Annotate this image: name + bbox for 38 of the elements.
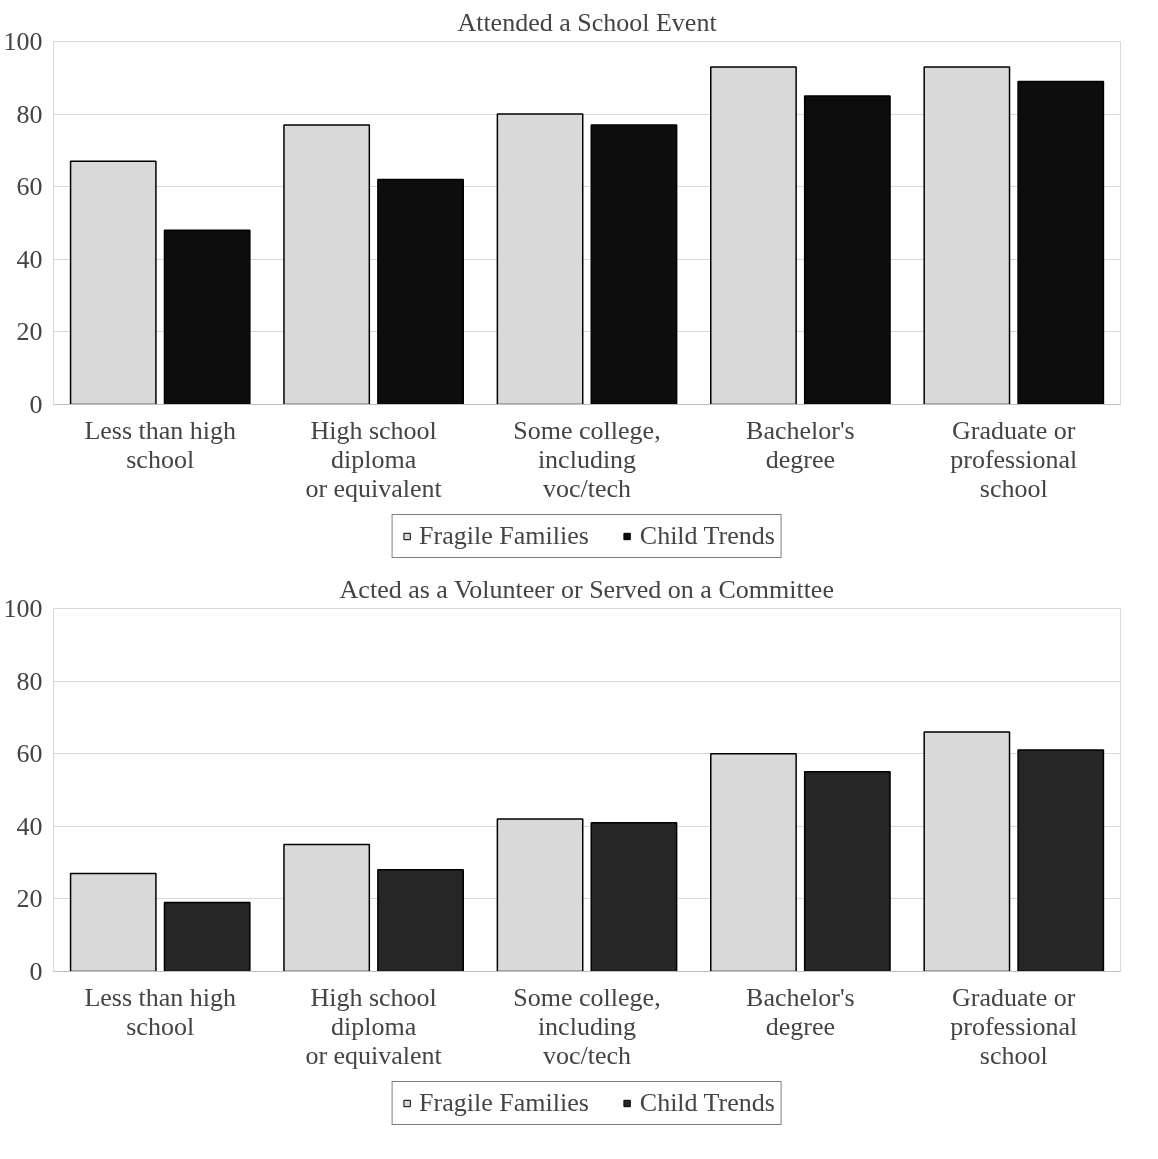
bar: [590, 124, 678, 405]
x-tick-label: Bachelor's degree: [746, 982, 855, 1041]
y-tick-label: 80: [16, 99, 43, 129]
legend-label: Fragile Families: [419, 1088, 589, 1118]
y-tick-label: 100: [3, 27, 43, 56]
x-tick-label: Graduate or professional school: [950, 415, 1078, 503]
y-tick-label: 0: [29, 390, 43, 419]
x-tick-label: Some college, including voc/tech: [513, 415, 661, 503]
bar: [163, 229, 251, 405]
y-tick-label: 80: [16, 666, 43, 696]
y-tick-label: 20: [16, 317, 43, 347]
x-tick-label: High school diploma or equivalent: [305, 415, 443, 503]
y-tick-label: 40: [16, 811, 43, 841]
bar: [590, 821, 678, 972]
bar: [1017, 80, 1105, 405]
legend-label: Child Trends: [639, 521, 775, 551]
y-tick-label: 20: [16, 884, 43, 914]
x-tick-label: High school diploma or equivalent: [305, 982, 443, 1070]
y-tick-label: 100: [3, 594, 43, 623]
legend-label: Child Trends: [639, 1088, 775, 1118]
bar: [803, 771, 891, 972]
x-tick-label: Bachelor's degree: [746, 415, 855, 474]
bar: [1017, 749, 1105, 972]
bar: [377, 178, 464, 405]
legend-label: Fragile Families: [419, 521, 589, 551]
x-tick-label: Graduate or professional school: [950, 982, 1078, 1070]
y-tick-label: 60: [16, 172, 43, 202]
chart-title: Acted as a Volunteer or Served on a Committee: [339, 574, 834, 604]
bar: [803, 95, 891, 405]
chart-title: Attended a School Event: [457, 7, 718, 37]
bar: [163, 901, 251, 972]
x-tick-label: Some college, including voc/tech: [513, 982, 661, 1070]
bar: [377, 869, 464, 972]
y-tick-label: 40: [16, 244, 43, 274]
x-tick-label: Less than high school: [84, 415, 237, 474]
x-tick-label: Less than high school: [84, 982, 237, 1041]
y-tick-label: 60: [16, 739, 43, 769]
y-tick-label: 0: [29, 957, 43, 986]
